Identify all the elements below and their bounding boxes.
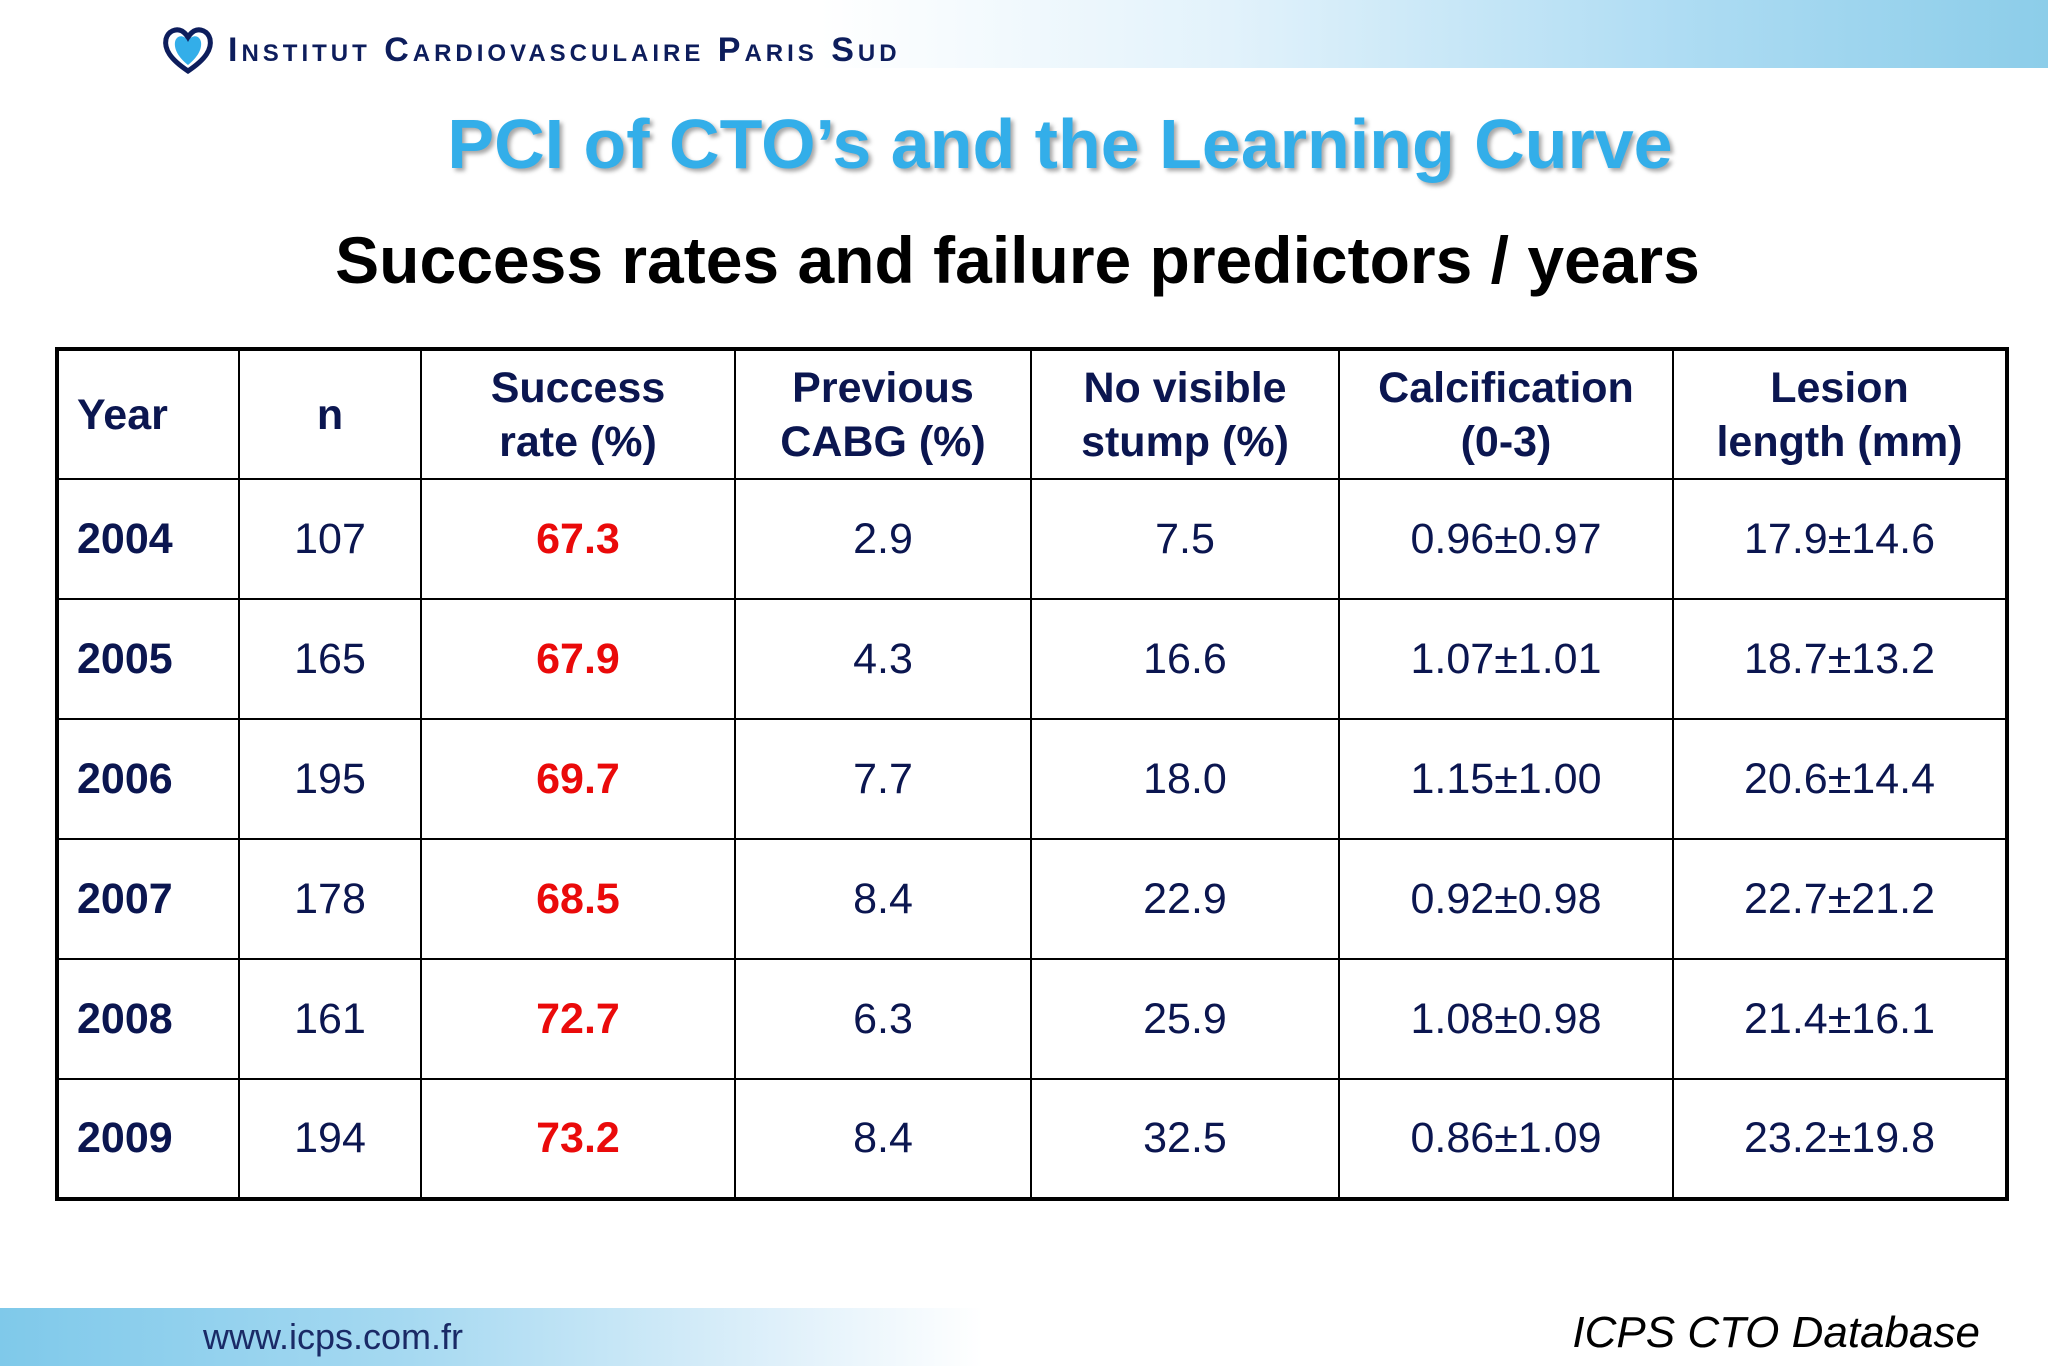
cell-n: 107 [238,478,422,600]
cell-calcification: 0.96±0.97 [1338,478,1674,600]
header-lesion-length: Lesion length (mm) [1672,348,2008,480]
cell-no-visible-stump: 18.0 [1030,718,1340,840]
cell-lesion-length: 17.9±14.6 [1672,478,2008,600]
header-success-rate: Success rate (%) [420,348,736,480]
cell-year: 2007 [56,838,240,960]
header-no-visible-stump: No visible stump (%) [1030,348,1340,480]
cell-no-visible-stump: 32.5 [1030,1078,1340,1200]
cell-success-rate: 68.5 [420,838,736,960]
cell-calcification: 1.15±1.00 [1338,718,1674,840]
header-year: Year [56,348,240,480]
cell-success-rate: 69.7 [420,718,736,840]
cell-lesion-length: 20.6±14.4 [1672,718,2008,840]
cell-previous-cabg: 2.9 [734,478,1032,600]
bottom-gradient-band [0,1308,2048,1366]
header-n: n [238,348,422,480]
cell-n: 165 [238,598,422,720]
cell-year: 2005 [56,598,240,720]
cell-previous-cabg: 4.3 [734,598,1032,720]
table-row: 2005 165 67.9 4.3 16.6 1.07±1.01 18.7±13… [56,598,2008,720]
website-link[interactable]: www.icps.com.fr [203,1316,464,1357]
cell-previous-cabg: 7.7 [734,718,1032,840]
cell-year: 2009 [56,1078,240,1200]
cell-n: 195 [238,718,422,840]
cell-n: 194 [238,1078,422,1200]
cell-n: 178 [238,838,422,960]
cell-success-rate: 67.9 [420,598,736,720]
cell-calcification: 1.08±0.98 [1338,958,1674,1080]
cell-no-visible-stump: 16.6 [1030,598,1340,720]
slide-title: PCI of CTO’s and the Learning Curve [447,105,1673,183]
cell-previous-cabg: 8.4 [734,838,1032,960]
header-previous-cabg: Previous CABG (%) [734,348,1032,480]
data-table: Year n Success rate (%) Previous CABG (%) … [55,347,2009,1201]
table-row: 2007 178 68.5 8.4 22.9 0.92±0.98 22.7±21… [56,838,2008,960]
cell-lesion-length: 23.2±19.8 [1672,1078,2008,1200]
cell-success-rate: 72.7 [420,958,736,1080]
table-row: 2008 161 72.7 6.3 25.9 1.08±0.98 21.4±16… [56,958,2008,1080]
header-calcification: Calcification (0-3) [1338,348,1674,480]
cell-previous-cabg: 8.4 [734,1078,1032,1200]
cell-no-visible-stump: 22.9 [1030,838,1340,960]
cell-n: 161 [238,958,422,1080]
heart-logo-icon [163,27,213,75]
cell-calcification: 0.92±0.98 [1338,838,1674,960]
cell-calcification: 1.07±1.01 [1338,598,1674,720]
cell-year: 2004 [56,478,240,600]
cell-success-rate: 67.3 [420,478,736,600]
cell-year: 2008 [56,958,240,1080]
header: Institut Cardiovasculaire Paris Sud [160,20,901,80]
table-row: 2009 194 73.2 8.4 32.5 0.86±1.09 23.2±19… [56,1078,2008,1200]
cell-calcification: 0.86±1.09 [1338,1078,1674,1200]
cell-lesion-length: 18.7±13.2 [1672,598,2008,720]
table-row: 2004 107 67.3 2.9 7.5 0.96±0.97 17.9±14.… [56,478,2008,600]
cell-previous-cabg: 6.3 [734,958,1032,1080]
cell-lesion-length: 21.4±16.1 [1672,958,2008,1080]
slide-subtitle: Success rates and failure predictors / y… [335,223,1700,297]
table-row: 2006 195 69.7 7.7 18.0 1.15±1.00 20.6±14… [56,718,2008,840]
cell-year: 2006 [56,718,240,840]
table-header-row: Year n Success rate (%) Previous CABG (%) … [56,348,2008,480]
cell-no-visible-stump: 7.5 [1030,478,1340,600]
cell-success-rate: 73.2 [420,1078,736,1200]
institute-name: Institut Cardiovasculaire Paris Sud [228,30,901,69]
cell-no-visible-stump: 25.9 [1030,958,1340,1080]
cell-lesion-length: 22.7±21.2 [1672,838,2008,960]
source-caption: ICPS CTO Database [1572,1308,1980,1357]
top-gradient-band [0,0,2048,68]
